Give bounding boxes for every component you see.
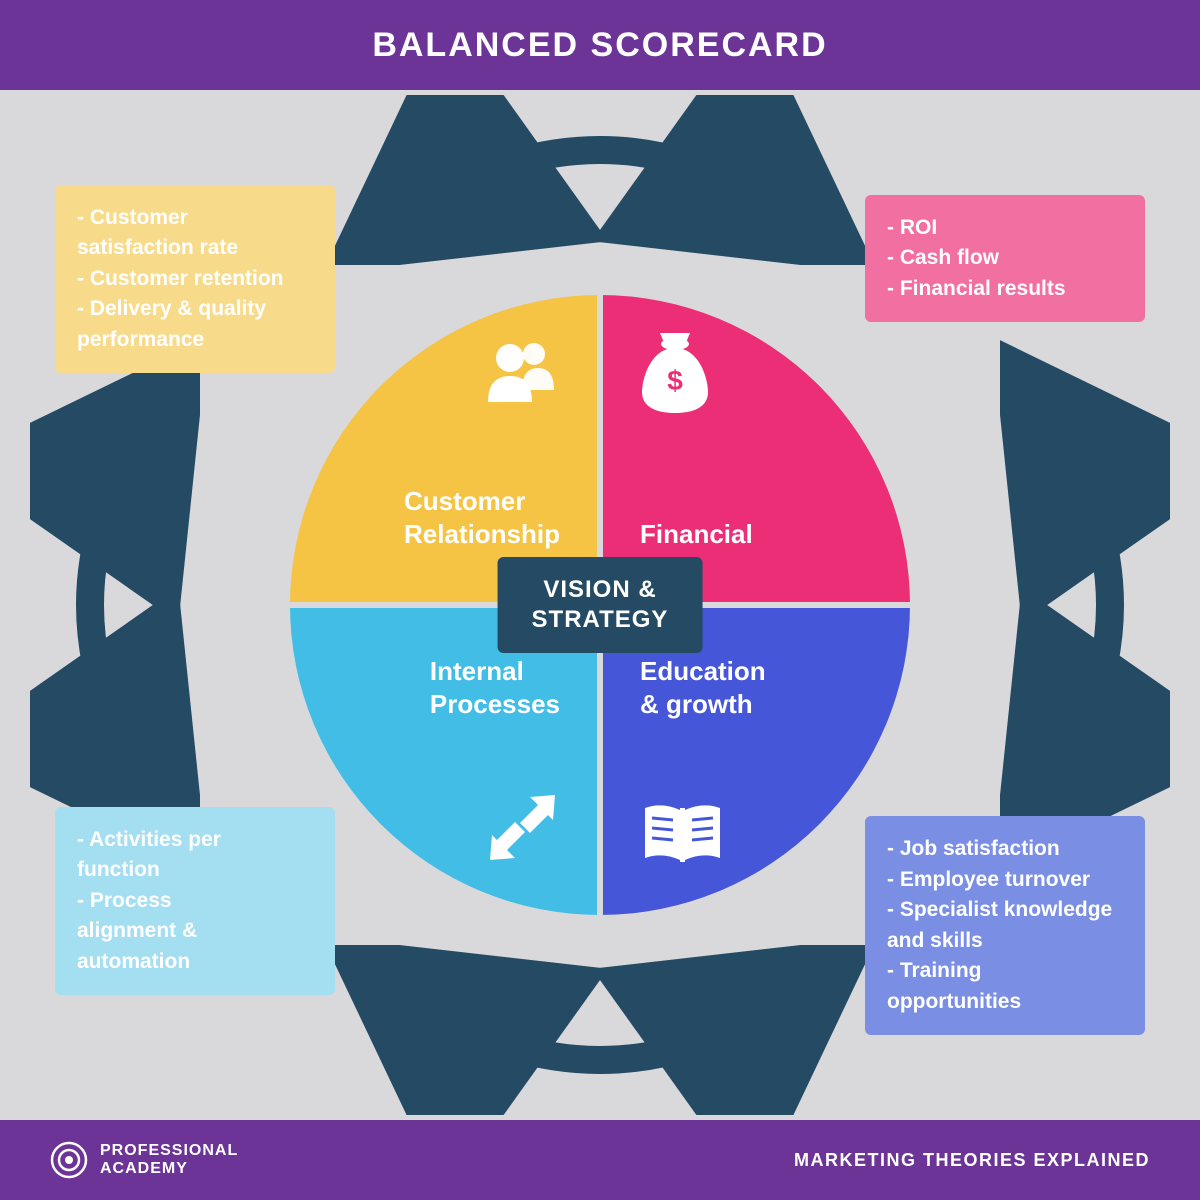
svg-text:$: $ bbox=[667, 365, 683, 396]
diagram-stage: Customer Relationship $ Financial Intern… bbox=[0, 90, 1200, 1120]
card-internal: - Activities per function- Process align… bbox=[55, 807, 335, 995]
quad-financial-label: Financial bbox=[640, 518, 753, 551]
card-education: - Job satisfaction- Employee turnover- S… bbox=[865, 816, 1145, 1035]
arc-top bbox=[300, 95, 900, 265]
card-financial: - ROI- Cash flow- Financial results bbox=[865, 195, 1145, 322]
book-icon bbox=[640, 800, 725, 870]
arc-left bbox=[30, 325, 200, 885]
quad-education-label: Education & growth bbox=[640, 655, 766, 720]
arc-right bbox=[1000, 325, 1170, 885]
footer-tagline: MARKETING THEORIES EXPLAINED bbox=[794, 1150, 1150, 1171]
card-item: - Employee turnover bbox=[887, 865, 1123, 895]
brand-text: PROFESSIONAL ACADEMY bbox=[100, 1142, 238, 1177]
card-item: - Process alignment & automation bbox=[77, 886, 313, 977]
arc-bottom bbox=[300, 945, 900, 1115]
card-item: - Training opportunities bbox=[887, 956, 1123, 1017]
card-item: - Customer satisfaction rate bbox=[77, 203, 313, 264]
brand-logo-icon bbox=[50, 1141, 88, 1179]
page-title: BALANCED SCORECARD bbox=[372, 26, 827, 65]
page-header: BALANCED SCORECARD bbox=[0, 0, 1200, 90]
card-item: - Specialist knowledge and skills bbox=[887, 895, 1123, 956]
card-item: - ROI bbox=[887, 213, 1123, 243]
card-customer: - Customer satisfaction rate- Customer r… bbox=[55, 185, 335, 373]
card-item: - Delivery & quality performance bbox=[77, 294, 313, 355]
card-item: - Job satisfaction bbox=[887, 834, 1123, 864]
money-bag-icon: $ bbox=[640, 330, 710, 420]
card-item: - Activities per function bbox=[77, 825, 313, 886]
quadrant-circle: Customer Relationship $ Financial Intern… bbox=[290, 295, 910, 915]
people-icon bbox=[480, 340, 560, 415]
quad-internal-label: Internal Processes bbox=[430, 655, 560, 720]
brand-line1: PROFESSIONAL bbox=[100, 1142, 238, 1160]
quad-customer-label: Customer Relationship bbox=[404, 485, 560, 550]
center-label: VISION & STRATEGY bbox=[498, 557, 703, 653]
card-item: - Financial results bbox=[887, 274, 1123, 304]
card-item: - Customer retention bbox=[77, 264, 313, 294]
brand: PROFESSIONAL ACADEMY bbox=[50, 1141, 238, 1179]
arrows-cross-icon bbox=[485, 790, 560, 870]
page-footer: PROFESSIONAL ACADEMY MARKETING THEORIES … bbox=[0, 1120, 1200, 1200]
card-item: - Cash flow bbox=[887, 243, 1123, 273]
brand-line2: ACADEMY bbox=[100, 1160, 238, 1178]
